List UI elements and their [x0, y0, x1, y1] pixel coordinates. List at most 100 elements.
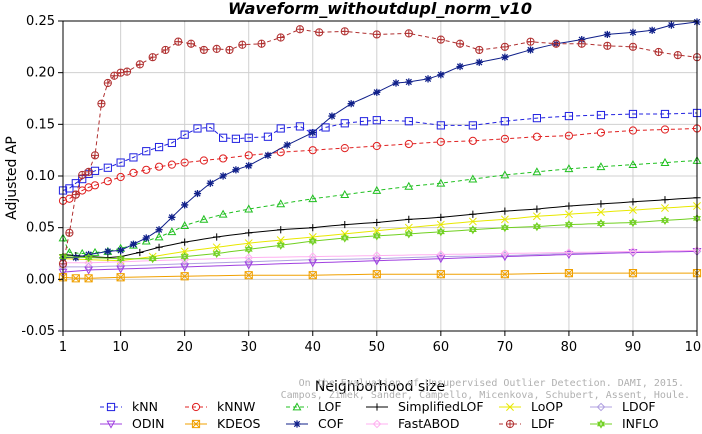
- data-point-fastabod: [500, 249, 510, 258]
- data-point-knnw: [372, 141, 381, 151]
- data-point-knnw: [244, 151, 253, 160]
- data-point-lof: [199, 214, 209, 223]
- data-point-inflo: [500, 223, 509, 233]
- data-point-lof: [564, 164, 574, 173]
- legend-swatch-marker: [596, 402, 606, 412]
- data-point-kdeos: [372, 270, 381, 279]
- data-point-fastabod: [372, 251, 382, 260]
- x-tick-label: 80: [561, 340, 578, 355]
- legend-item-ldf: LDF: [499, 416, 555, 431]
- series-line-inflo: [62, 217, 698, 260]
- data-point-knnw: [103, 177, 112, 186]
- data-point-cof: [181, 201, 189, 209]
- series-line-knn: [62, 112, 698, 191]
- data-point-knnw: [219, 154, 228, 163]
- series-knnw: [58, 124, 702, 205]
- data-point-ldf: [526, 37, 535, 46]
- data-point-lof: [308, 194, 318, 203]
- series-line-lof: [62, 160, 698, 255]
- data-point-knnw: [142, 165, 151, 174]
- series-knn: [58, 108, 702, 195]
- series-line-cof: [63, 21, 698, 259]
- legend-item-inflo: INFLO: [590, 416, 659, 431]
- data-point-lof: [628, 160, 638, 169]
- data-point-loop: [564, 210, 573, 219]
- legend-label: INFLO: [622, 416, 659, 431]
- data-point-loop: [276, 236, 285, 245]
- grid: [63, 20, 698, 332]
- y-tick-label: 0.10: [26, 169, 55, 184]
- data-point-knnw: [116, 172, 125, 182]
- data-point-knn: [142, 147, 151, 156]
- data-point-inflo: [340, 233, 349, 243]
- data-point-odin: [436, 255, 446, 264]
- data-point-knn: [295, 122, 305, 131]
- legend-item-kdeos: KDEOS: [185, 416, 261, 431]
- data-point-kdeos: [564, 269, 574, 278]
- data-point-knn: [564, 111, 574, 121]
- data-point-cof: [142, 234, 150, 242]
- data-point-ldf: [340, 27, 349, 36]
- data-point-inflo: [276, 240, 285, 250]
- data-point-odin: [84, 266, 94, 275]
- data-point-loop: [500, 215, 509, 224]
- x-axis-title: Neighborhood size: [315, 379, 445, 395]
- data-point-loop: [212, 243, 221, 252]
- data-point-knn: [359, 117, 369, 126]
- legend-swatch-marker: [596, 419, 606, 429]
- data-point-knnw: [154, 162, 164, 171]
- data-point-knn: [263, 132, 273, 141]
- y-tick-label: 0.15: [26, 117, 55, 132]
- data-point-lof: [141, 236, 151, 245]
- data-point-ldf: [315, 28, 324, 37]
- data-point-lof: [167, 227, 177, 236]
- data-point-kdeos: [244, 271, 253, 280]
- data-point-simplifiedlof: [533, 205, 541, 213]
- data-point-simplifiedlof: [245, 229, 253, 237]
- data-point-simplifiedlof: [597, 200, 605, 208]
- data-point-odin: [244, 261, 254, 270]
- data-point-lof: [660, 157, 670, 166]
- data-point-lof: [154, 232, 164, 241]
- x-tick-label: 70: [497, 340, 514, 355]
- data-point-loop: [532, 212, 541, 221]
- data-point-cof: [424, 75, 432, 83]
- data-point-knnw: [660, 125, 670, 134]
- data-point-lof: [596, 162, 606, 171]
- legend-label: LDF: [531, 416, 555, 431]
- x-tick-label: 60: [433, 340, 450, 355]
- data-point-fastabod: [436, 250, 446, 259]
- data-point-kdeos: [71, 274, 80, 283]
- data-point-cof: [219, 172, 227, 180]
- data-point-lof: [276, 199, 286, 208]
- data-point-knn: [193, 124, 202, 133]
- data-point-loop: [404, 223, 413, 232]
- data-point-knn: [404, 117, 413, 126]
- data-point-ldf: [186, 39, 196, 48]
- data-point-knn: [103, 163, 112, 172]
- data-point-knn: [154, 142, 164, 152]
- y-axis-title: Adjusted AP: [4, 136, 20, 220]
- data-point-ldf: [276, 33, 285, 42]
- data-point-knn: [436, 121, 445, 130]
- data-point-simplifiedlof: [155, 243, 163, 251]
- data-point-ldf: [577, 39, 586, 48]
- data-point-inflo: [116, 254, 125, 264]
- x-tick-label: 1: [59, 340, 67, 355]
- series-lof: [58, 155, 702, 257]
- data-point-simplifiedlof: [136, 248, 144, 257]
- data-point-lof: [340, 189, 350, 198]
- data-point-knnw: [340, 144, 349, 153]
- data-point-simplifiedlof: [309, 224, 317, 232]
- data-point-ldf: [628, 42, 638, 51]
- data-point-knn: [129, 153, 138, 162]
- data-point-knnw: [199, 156, 208, 165]
- legend-swatch-marker: [505, 419, 515, 429]
- data-point-knnw: [628, 126, 638, 135]
- y-tick-label: 0.00: [26, 272, 55, 287]
- legend-item-knnw: kNNW: [185, 399, 255, 414]
- y-tick-label: -0.05: [21, 324, 55, 339]
- data-point-cof: [245, 162, 253, 170]
- data-point-knn: [340, 119, 349, 128]
- data-point-cof: [129, 240, 138, 248]
